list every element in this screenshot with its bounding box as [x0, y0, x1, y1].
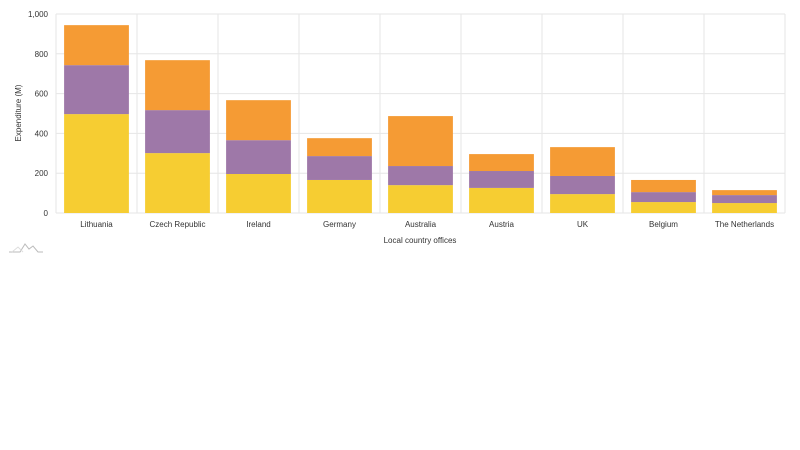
y-tick-label: 400 — [35, 129, 49, 138]
y-axis-ticks: 0 200 400 600 800 1,000 — [28, 10, 49, 218]
x-tick-label: Czech Republic — [149, 220, 205, 229]
bar-segment[interactable] — [631, 202, 696, 213]
bar-segment[interactable] — [64, 65, 129, 115]
x-tick-label: Austria — [489, 220, 514, 229]
bar-segment[interactable] — [307, 156, 372, 180]
x-tick-label: Germany — [323, 220, 356, 229]
y-tick-label: 200 — [35, 169, 49, 178]
amcharts-logo-icon[interactable] — [8, 240, 44, 254]
bar-segment[interactable] — [145, 110, 210, 154]
stacked-bar-chart: 0 200 400 600 800 1,000 Lithuania Czech Republ… — [14, 10, 786, 245]
x-tick-label: Australia — [405, 220, 437, 229]
y-tick-label: 600 — [35, 90, 49, 99]
bar-segment[interactable] — [388, 166, 453, 186]
bar-segment[interactable] — [469, 171, 534, 188]
bar-segment[interactable] — [226, 173, 291, 213]
y-tick-label: 0 — [44, 209, 49, 218]
x-axis-title: Local country offices — [384, 236, 457, 245]
bar-segment[interactable] — [64, 25, 129, 66]
bar-segment[interactable] — [631, 192, 696, 203]
bar-segment[interactable] — [550, 194, 615, 213]
x-tick-label: UK — [577, 220, 589, 229]
x-tick-label: Ireland — [246, 220, 270, 229]
y-tick-label: 800 — [35, 50, 49, 59]
bar-series — [64, 25, 777, 213]
bar-segment[interactable] — [226, 140, 291, 174]
bar-segment[interactable] — [469, 187, 534, 213]
bar-segment[interactable] — [550, 147, 615, 176]
bar-segment[interactable] — [550, 175, 615, 195]
bar-segment[interactable] — [712, 195, 777, 204]
bar-segment[interactable] — [469, 154, 534, 172]
x-tick-label: Belgium — [649, 220, 678, 229]
x-axis-labels: Lithuania Czech Republic Ireland Germany Aus… — [80, 220, 774, 229]
bar-segment[interactable] — [64, 114, 129, 213]
bar-segment[interactable] — [307, 138, 372, 157]
x-tick-label: Lithuania — [80, 220, 113, 229]
bar-segment[interactable] — [388, 116, 453, 167]
y-axis-title: Expenditure (M) — [14, 84, 23, 141]
bar-segment[interactable] — [307, 179, 372, 213]
bar-segment[interactable] — [631, 179, 696, 193]
bar-segment[interactable] — [388, 185, 453, 213]
y-tick-label: 1,000 — [28, 10, 49, 19]
bar-segment[interactable] — [145, 153, 210, 213]
bar-segment[interactable] — [226, 100, 291, 141]
bar-segment[interactable] — [712, 203, 777, 213]
x-tick-label: The Netherlands — [715, 220, 774, 229]
bar-segment[interactable] — [145, 60, 210, 111]
bar-segment[interactable] — [712, 190, 777, 196]
